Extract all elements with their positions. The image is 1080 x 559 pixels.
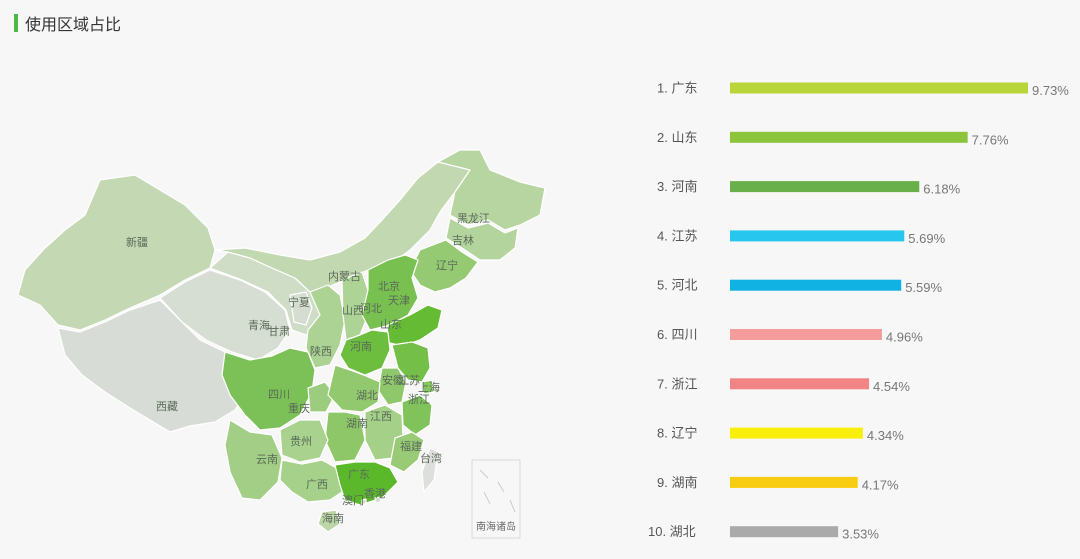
province-label-guangdong: 广东 [348,468,370,481]
province-label-shanxi: 山西 [342,304,364,317]
province-shandong [385,304,443,347]
province-label-hebei: 河北 [360,302,382,315]
province-label-neimenggu: 内蒙古 [328,269,361,283]
bar-value-label: 9.73% [1032,83,1069,98]
province-guangxi [279,459,349,503]
bar-category-label: 7. 浙江 [657,376,697,391]
province-label-taiwan: 台湾 [420,451,442,465]
province-jilin [445,217,519,261]
province-label-hongkong: 香港 [364,487,386,500]
province-label-hunan: 湖南 [346,417,368,430]
bar-category-label: 6. 四川 [657,327,697,342]
province-label-anhui: 安徽 [382,373,404,387]
province-label-qinghai: 青海 [248,318,270,332]
bar-category-label: 9. 湖南 [657,475,697,490]
province-xinjiang [17,174,216,331]
bar [730,378,870,390]
province-henan [339,329,391,376]
province-qinghai [159,269,291,361]
province-label-shaanxi: 陕西 [310,344,332,358]
province-label-henan: 河南 [350,340,372,353]
title-accent-bar [14,14,18,32]
province-taiwan [421,447,439,493]
province-ningxia [289,291,313,326]
bar-category-label: 4. 江苏 [657,228,697,243]
province-guizhou [279,419,329,463]
bar-category-label: 8. 辽宁 [657,426,697,441]
south-china-sea-inset: 南海诸岛 [471,459,521,539]
province-heilongjiang [437,149,546,231]
province-label-zhejiang: 浙江 [408,393,430,406]
province-chongqing [307,381,336,413]
province-label-yunnan: 云南 [256,453,278,466]
province-label-beijing: 北京 [378,279,400,293]
bar-category-label: 1. 广东 [657,81,697,96]
province-label-shanghai: 上海 [418,380,440,394]
province-label-guangxi: 广西 [306,478,328,491]
province-macau [361,498,367,505]
province-hebei [361,254,419,331]
bar [730,131,968,143]
province-hongkong [374,496,382,504]
province-label-xizang: 西藏 [156,400,178,413]
bar [730,181,920,193]
province-hubei [327,364,381,413]
bar-value-label: 7.76% [972,132,1009,147]
province-shanxi [341,271,369,341]
inset-label: 南海诸岛 [476,520,516,533]
china-map: 南海诸岛 新疆 西藏 青海 甘肃 内蒙古 宁夏 陕西 山西 黑龙江 吉林 辽宁 … [17,149,546,539]
province-fujian [389,431,425,473]
bar-value-label: 4.17% [862,477,899,492]
bar-value-label: 4.34% [867,428,904,443]
province-label-gansu: 甘肃 [268,325,290,338]
province-label-guizhou: 贵州 [290,435,312,448]
bar-value-label: 3.53% [842,527,879,542]
bar-value-label: 5.59% [905,280,942,295]
province-sichuan [221,347,316,431]
province-neimenggu [214,149,471,293]
bar-category-label: 10. 湖北 [648,524,696,539]
bar-value-label: 5.69% [908,231,945,246]
province-label-heilongjiang: 黑龙江 [457,212,490,225]
province-label-macau: 澳门 [342,493,364,507]
bar [730,476,858,488]
section-header: 使用区域占比 [14,12,121,34]
bar-value-label: 4.96% [886,330,923,345]
province-guangdong [334,461,399,506]
province-label-ningxia: 宁夏 [288,295,310,309]
bar [730,427,863,439]
bar-category-label: 5. 河北 [657,278,697,293]
bar [730,230,905,242]
province-shanghai [421,379,435,395]
province-label-xinjiang: 新疆 [126,235,148,249]
province-label-fujian: 福建 [400,439,422,453]
bar-value-label: 4.54% [873,379,910,394]
province-label-hainan: 海南 [322,511,344,525]
bar [730,329,882,340]
province-label-jiangxi: 江西 [370,410,392,423]
province-shaanxi [305,284,346,369]
province-label-hubei: 湖北 [356,389,378,402]
province-label-jilin: 吉林 [452,233,474,247]
province-label-jiangsu: 江苏 [398,374,420,387]
province-label-chongqing: 重庆 [288,401,310,415]
province-label-shandong: 山东 [380,318,402,331]
province-label-liaoning: 辽宁 [436,258,458,272]
bar-category-label: 3. 河南 [657,179,697,194]
bar [730,82,1028,94]
region-ranking-chart: 1. 广东 9.73% 2. 山东 7.76% 3. 河南 6.18% 4. 江苏 5.69%… [648,81,1069,542]
bar-category-label: 2. 山东 [657,130,697,145]
page-title: 使用区域占比 [25,17,122,34]
bar [730,279,902,291]
province-yunnan [224,419,283,501]
bar [730,526,839,538]
province-label-sichuan: 四川 [268,389,290,401]
province-label-tianjin: 天津 [388,294,410,307]
province-liaoning [409,239,479,293]
bar-value-label: 6.18% [923,182,960,197]
province-hainan [317,509,341,533]
